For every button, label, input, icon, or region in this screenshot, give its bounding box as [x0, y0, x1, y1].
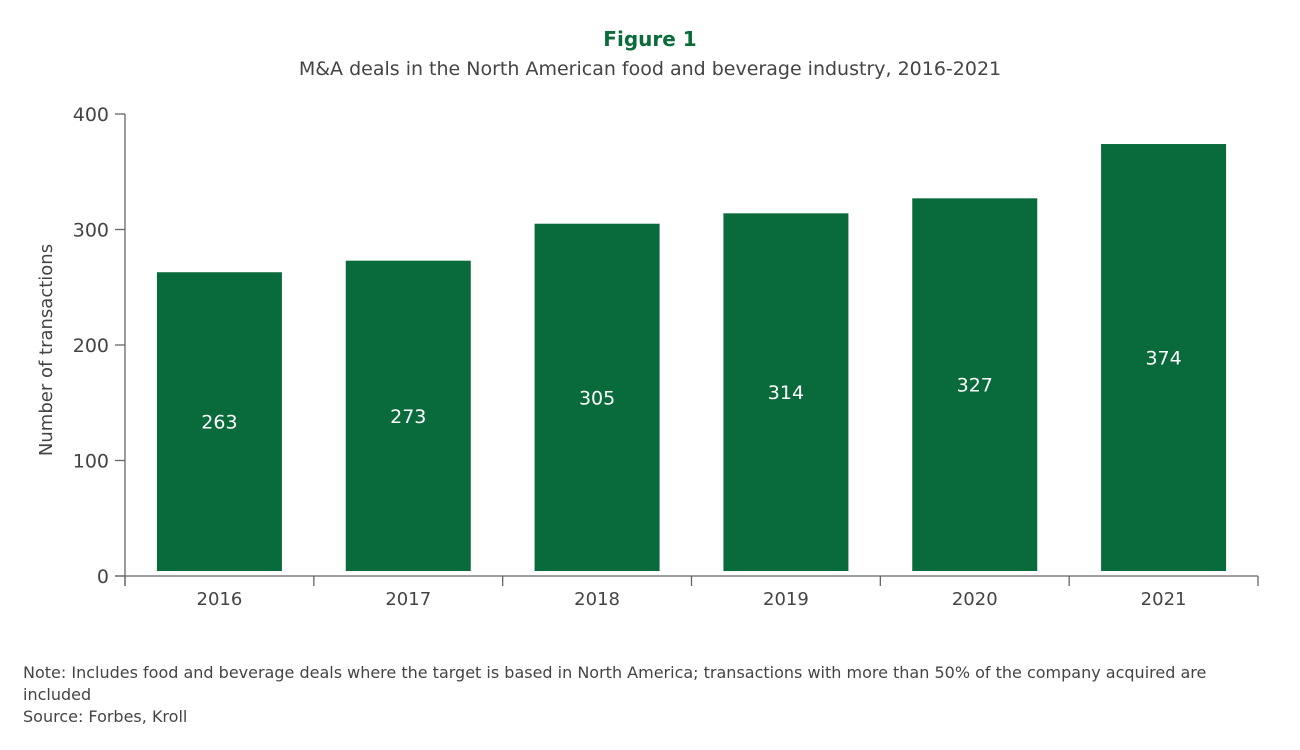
data-label: 273	[390, 406, 426, 428]
x-tick-label: 2018	[574, 589, 620, 610]
y-tick-label: 200	[73, 335, 109, 357]
note-text: Note: Includes food and beverage deals w…	[23, 663, 1207, 704]
data-label: 305	[579, 387, 615, 409]
y-tick-label: 300	[73, 220, 109, 242]
data-label: 327	[957, 375, 993, 397]
x-tick-label: 2016	[197, 589, 243, 610]
y-axis-label: Number of transactions	[36, 244, 57, 456]
data-label: 374	[1145, 348, 1181, 370]
x-tick-label: 2020	[952, 589, 998, 610]
bar-2020	[912, 198, 1038, 571]
footnote: Note: Includes food and beverage deals w…	[23, 662, 1253, 728]
bar-2017	[345, 260, 471, 571]
y-tick-label: 0	[97, 566, 109, 588]
x-tick-label: 2019	[763, 589, 809, 610]
source-text: Source: Forbes, Kroll	[23, 707, 188, 726]
data-label: 263	[201, 412, 237, 434]
figure-label: Figure 1	[603, 27, 697, 51]
bar-2016	[156, 272, 282, 571]
data-label: 314	[768, 382, 804, 404]
chart-title: M&A deals in the North American food and…	[298, 58, 1002, 80]
y-tick-label: 400	[73, 104, 109, 126]
bar-2021	[1101, 144, 1227, 571]
bar-2018	[534, 223, 660, 571]
x-tick-label: 2017	[385, 589, 431, 610]
y-tick-label: 100	[73, 451, 109, 473]
x-tick-label: 2021	[1141, 589, 1187, 610]
bar-chart: 0 100 200 300 400 Number of transactions 263 20…	[36, 104, 1259, 610]
bar-2019	[723, 213, 849, 571]
